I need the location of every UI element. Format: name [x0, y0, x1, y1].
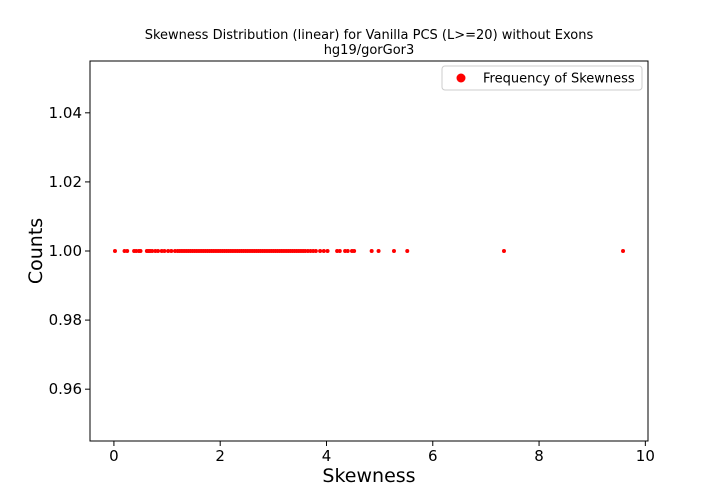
- data-point: [321, 249, 326, 253]
- y-tick-label: 1.04: [49, 104, 82, 122]
- y-axis-ticks: 0.96 0.98 1.00 1.02 1.04: [49, 104, 90, 398]
- data-point: [391, 249, 396, 253]
- x-tick-label: 6: [428, 447, 438, 465]
- data-point: [325, 249, 330, 253]
- data-point: [318, 249, 323, 253]
- legend-box: [441, 65, 643, 91]
- legend: Frequency of Skewness: [441, 65, 643, 91]
- chart-subtitle: hg19/gorGor3: [324, 43, 415, 58]
- legend-marker: [456, 73, 466, 83]
- y-axis-label: Counts: [25, 218, 47, 284]
- data-point: [156, 249, 161, 253]
- x-tick-label: 0: [109, 447, 119, 465]
- x-tick-label: 4: [322, 447, 332, 465]
- y-tick-label: 0.96: [49, 380, 82, 398]
- data-point: [166, 249, 171, 253]
- y-tick-label: 1.00: [49, 242, 82, 260]
- data-point: [169, 249, 174, 253]
- plot-area: [89, 60, 649, 442]
- y-tick-label: 1.02: [49, 173, 82, 191]
- chart-title: Skewness Distribution (linear) for Vanil…: [145, 28, 594, 43]
- x-tick-label: 2: [215, 447, 225, 465]
- data-point: [162, 249, 167, 253]
- data-point: [345, 249, 350, 253]
- data-point: [150, 249, 155, 253]
- data-point: [369, 249, 374, 253]
- data-point: [337, 249, 342, 253]
- data-point: [501, 249, 506, 253]
- x-tick-label: 8: [534, 447, 544, 465]
- data-point: [125, 249, 130, 253]
- x-axis-label: Skewness: [322, 465, 415, 487]
- data-point: [621, 249, 626, 253]
- data-point: [112, 249, 117, 253]
- data-point: [376, 249, 381, 253]
- x-tick-label: 10: [636, 447, 655, 465]
- legend-label: Frequency of Skewness: [483, 72, 635, 87]
- data-point: [313, 249, 318, 253]
- y-tick-label: 0.98: [49, 311, 82, 329]
- data-points: [112, 249, 626, 253]
- data-point: [138, 249, 143, 253]
- x-axis-ticks: 0 2 4 6 8 10: [109, 441, 655, 465]
- data-point: [405, 249, 410, 253]
- data-point: [352, 249, 357, 253]
